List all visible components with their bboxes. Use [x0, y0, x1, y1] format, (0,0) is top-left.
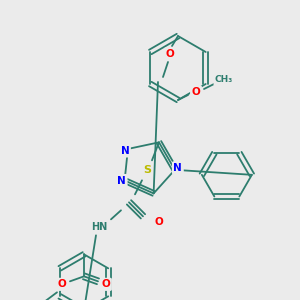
Text: O: O [58, 279, 66, 289]
Text: N: N [173, 163, 182, 173]
Text: CH₃: CH₃ [215, 76, 233, 85]
Text: S: S [143, 165, 151, 175]
Text: O: O [192, 87, 200, 97]
Text: O: O [154, 217, 164, 227]
Text: O: O [102, 279, 110, 289]
Text: O: O [166, 49, 174, 59]
Text: N: N [117, 176, 126, 185]
Text: HN: HN [91, 222, 107, 232]
Text: N: N [121, 146, 129, 156]
